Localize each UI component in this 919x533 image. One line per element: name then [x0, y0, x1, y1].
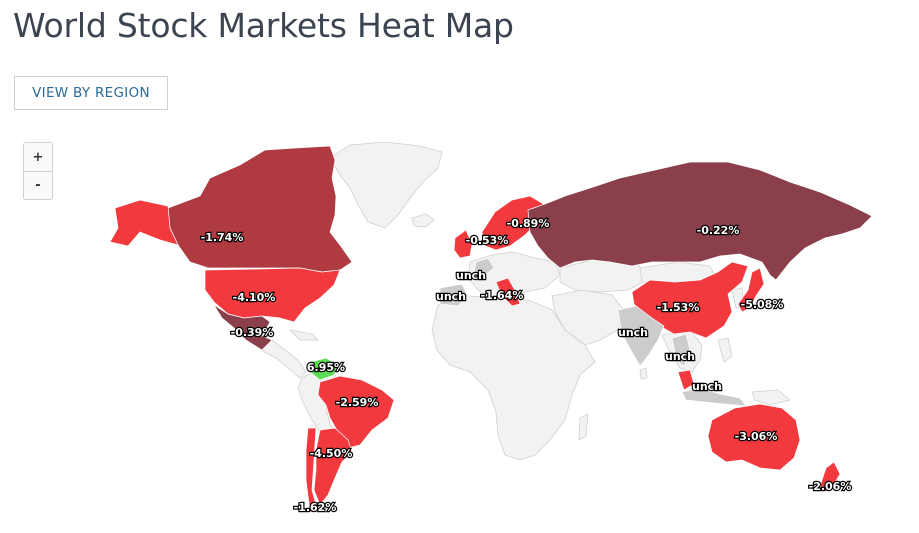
- australia-region[interactable]: [707, 403, 801, 471]
- view-by-region-button[interactable]: VIEW BY REGION: [14, 76, 168, 110]
- central-america[interactable]: [257, 339, 307, 379]
- label-australia: -3.06%: [735, 430, 778, 443]
- united-states-region[interactable]: [204, 267, 341, 323]
- africa[interactable]: [431, 295, 596, 461]
- alaska-region[interactable]: [109, 199, 179, 247]
- new-zealand-region[interactable]: [819, 461, 841, 493]
- greenland[interactable]: [329, 141, 443, 229]
- page-title: World Stock Markets Heat Map: [13, 6, 514, 45]
- market-layer: [109, 145, 873, 513]
- label-russia: -0.22%: [697, 224, 740, 237]
- sri-lanka[interactable]: [639, 367, 648, 380]
- chile-region[interactable]: [305, 427, 319, 513]
- canada-region[interactable]: [167, 145, 353, 273]
- label-new-zealand: -2.06%: [809, 480, 852, 493]
- zoom-out-button[interactable]: -: [24, 171, 52, 199]
- label-japan: -5.08%: [741, 298, 784, 311]
- label-italy: -1.64%: [481, 289, 524, 302]
- zoom-control: + -: [23, 142, 53, 200]
- india-region[interactable]: [617, 305, 665, 367]
- label-canada: -1.74%: [201, 231, 244, 244]
- united-kingdom-region[interactable]: [453, 229, 473, 259]
- papua-new-guinea[interactable]: [751, 389, 791, 406]
- label-thailand: unch: [665, 350, 695, 363]
- netherlands-region[interactable]: [473, 257, 495, 277]
- middle-east[interactable]: [551, 289, 626, 346]
- iceland[interactable]: [411, 213, 435, 228]
- label-spain: unch: [436, 290, 466, 303]
- madagascar[interactable]: [578, 413, 589, 441]
- label-united-states: -4.10%: [233, 291, 276, 304]
- spain-region[interactable]: [439, 283, 469, 307]
- label-chile: -1.62%: [294, 501, 337, 514]
- russia-region[interactable]: [527, 161, 873, 281]
- label-indonesia: unch: [692, 380, 722, 393]
- zoom-in-button[interactable]: +: [32, 149, 44, 165]
- italy-region[interactable]: [495, 277, 521, 307]
- labels-layer: -1.74% -4.10% -0.39% 6.95% -2.59% -4.50%…: [199, 216, 852, 515]
- malaysia-region[interactable]: [677, 369, 695, 391]
- label-india: unch: [618, 326, 648, 339]
- label-venezuela: 6.95%: [307, 361, 345, 374]
- label-argentina: -4.50%: [310, 447, 353, 460]
- argentina-region[interactable]: [313, 427, 353, 506]
- label-netherlands: unch: [456, 269, 486, 282]
- thailand-region[interactable]: [671, 333, 691, 367]
- caribbean[interactable]: [288, 329, 319, 341]
- japan-region[interactable]: [737, 267, 765, 313]
- label-mexico: -0.39%: [231, 326, 274, 339]
- label-china: -1.53%: [657, 301, 700, 314]
- label-nordics: -0.89%: [507, 217, 550, 230]
- venezuela-region[interactable]: [309, 357, 339, 381]
- label-brazil: -2.59%: [336, 396, 379, 409]
- philippines[interactable]: [717, 337, 733, 363]
- label-united-kingdom: -0.53%: [466, 234, 509, 247]
- mexico-region[interactable]: [213, 304, 273, 351]
